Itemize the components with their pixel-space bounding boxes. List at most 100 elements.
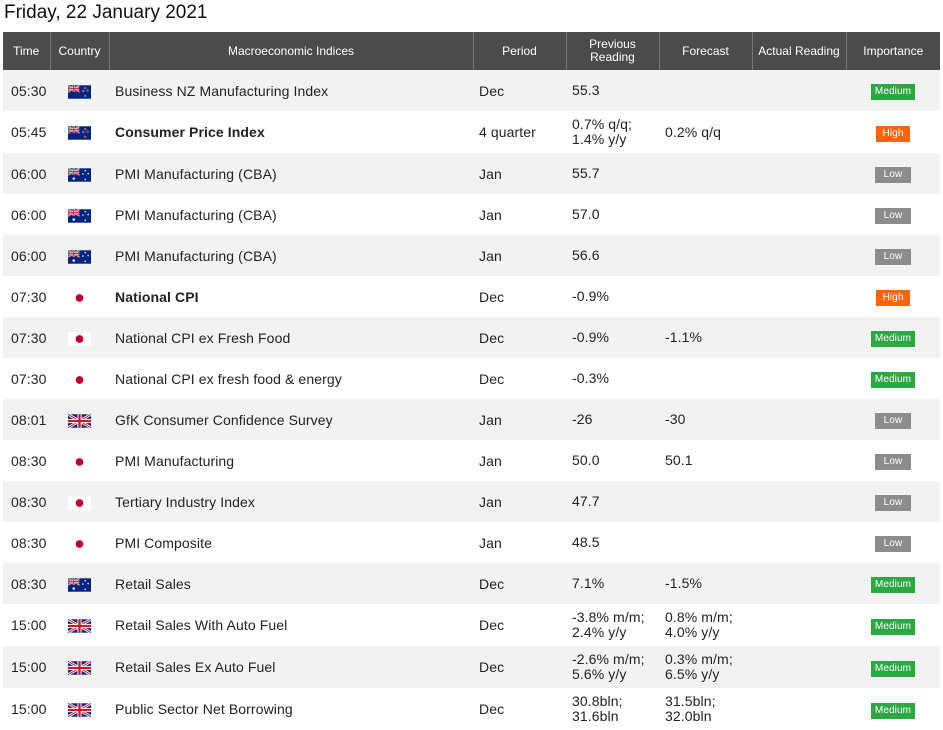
header-indices[interactable]: Macroeconomic Indices xyxy=(109,32,474,70)
indicator-name[interactable]: Tertiary Industry Index xyxy=(115,493,256,510)
header-period[interactable]: Period xyxy=(473,32,567,70)
actual-cell xyxy=(752,194,846,235)
indicator-cell[interactable]: Business NZ Manufacturing Index xyxy=(109,70,473,111)
table-row: 15:00 Retail Sales With Auto Fuel Dec -3.8%… xyxy=(3,604,940,646)
indicator-cell[interactable]: PMI Manufacturing xyxy=(109,440,473,481)
indicator-cell[interactable]: Retail Sales Ex Auto Fuel xyxy=(109,646,473,688)
previous-cell: -2.6% m/m; 5.6% y/y xyxy=(566,646,659,688)
previous-value: 55.3 xyxy=(572,82,600,98)
forecast-value: -30 xyxy=(665,411,686,427)
indicator-cell[interactable]: PMI Manufacturing (CBA) xyxy=(109,235,473,276)
previous-cell: -0.3% xyxy=(566,358,659,399)
country-cell xyxy=(50,153,109,194)
previous-cell: -3.8% m/m; 2.4% y/y xyxy=(566,604,659,646)
forecast-value: 6.5% y/y xyxy=(665,666,720,682)
actual-cell xyxy=(752,276,846,317)
forecast-cell xyxy=(659,358,752,399)
period-cell: Jan xyxy=(473,481,566,522)
previous-value: -0.3% xyxy=(572,370,610,386)
forecast-cell: 31.5bln; 32.0bln xyxy=(659,688,752,730)
table-row: 07:30 National CPI ex fresh food & energy… xyxy=(3,358,940,399)
table-row: 08:01 GfK Consumer Confidence Survey Jan -2… xyxy=(3,399,940,440)
indicator-name[interactable]: GfK Consumer Confidence Survey xyxy=(115,411,333,428)
importance-cell: Low xyxy=(846,194,940,235)
time-cell: 06:00 xyxy=(3,194,50,235)
time-cell: 06:00 xyxy=(3,235,50,276)
header-forecast[interactable]: Forecast xyxy=(659,32,753,70)
actual-cell xyxy=(752,604,846,646)
previous-value: 56.6 xyxy=(572,247,600,263)
header-country[interactable]: Country xyxy=(50,32,110,70)
importance-badge: Low xyxy=(875,536,911,552)
previous-cell: 47.7 xyxy=(566,481,659,522)
australia-flag-icon xyxy=(67,167,91,182)
indicator-name[interactable]: PMI Manufacturing (CBA) xyxy=(115,206,277,223)
indicator-name[interactable]: Consumer Price Index xyxy=(115,124,265,140)
actual-cell xyxy=(752,153,846,194)
indicator-cell[interactable]: Retail Sales xyxy=(109,563,473,604)
forecast-cell xyxy=(659,481,752,522)
united-kingdom-flag-icon xyxy=(67,660,92,677)
economic-calendar-table: Time Country Macroeconomic Indices Perio… xyxy=(3,32,940,730)
header-actual[interactable]: Actual Reading xyxy=(752,32,847,70)
forecast-cell xyxy=(659,522,752,563)
importance-cell: Low xyxy=(846,235,940,276)
indicator-cell[interactable]: Tertiary Industry Index xyxy=(109,481,473,522)
actual-cell xyxy=(752,70,846,111)
united-kingdom-flag-icon xyxy=(67,618,92,635)
table-row: 08:30 Tertiary Industry Index Jan 47.7 Low xyxy=(3,481,940,522)
indicator-name[interactable]: National CPI ex Fresh Food xyxy=(115,329,291,346)
actual-cell xyxy=(752,235,846,276)
previous-value: 50.0 xyxy=(572,452,600,468)
importance-badge: High xyxy=(876,290,910,306)
indicator-name[interactable]: Retail Sales With Auto Fuel xyxy=(115,617,288,633)
indicator-cell[interactable]: National CPI ex fresh food & energy xyxy=(109,358,473,399)
importance-cell: Low xyxy=(846,399,940,440)
table-row: 06:00 PMI Manufacturing (CBA) Jan 56.6 Low xyxy=(3,235,940,276)
time-cell: 08:30 xyxy=(3,563,50,604)
forecast-value: 0.3% m/m; xyxy=(665,651,733,667)
indicator-cell[interactable]: Consumer Price Index xyxy=(109,111,473,153)
indicator-cell[interactable]: GfK Consumer Confidence Survey xyxy=(109,399,473,440)
time-cell: 15:00 xyxy=(3,604,50,646)
indicator-name[interactable]: National CPI ex fresh food & energy xyxy=(115,370,342,387)
japan-flag-icon xyxy=(68,331,91,346)
indicator-cell[interactable]: PMI Composite xyxy=(109,522,473,563)
indicator-name[interactable]: PMI Manufacturing (CBA) xyxy=(115,247,277,264)
time-cell: 15:00 xyxy=(3,646,50,688)
period-cell: Dec xyxy=(473,646,566,688)
header-importance[interactable]: Importance xyxy=(846,32,940,70)
indicator-name[interactable]: Public Sector Net Borrowing xyxy=(115,701,293,717)
indicator-name[interactable]: PMI Manufacturing (CBA) xyxy=(115,165,277,182)
indicator-cell[interactable]: Public Sector Net Borrowing xyxy=(109,688,473,730)
indicator-name[interactable]: National CPI xyxy=(115,288,199,305)
previous-value: -0.9% xyxy=(572,329,610,345)
indicator-name[interactable]: PMI Manufacturing xyxy=(115,452,235,469)
indicator-name[interactable]: Retail Sales Ex Auto Fuel xyxy=(115,659,276,675)
indicator-cell[interactable]: PMI Manufacturing (CBA) xyxy=(109,153,473,194)
time-cell: 06:00 xyxy=(3,153,50,194)
indicator-name[interactable]: Business NZ Manufacturing Index xyxy=(115,82,329,99)
indicator-name[interactable]: PMI Composite xyxy=(115,534,212,551)
importance-cell: Low xyxy=(846,522,940,563)
forecast-cell: 0.2% q/q xyxy=(659,111,752,153)
actual-cell xyxy=(752,522,846,563)
forecast-value: 4.0% y/y xyxy=(665,624,720,640)
previous-value: -26 xyxy=(572,411,593,427)
page-title: Friday, 22 January 2021 xyxy=(4,2,208,23)
header-previous[interactable]: Previous Reading xyxy=(566,32,660,70)
importance-badge: Medium xyxy=(870,577,916,593)
indicator-name[interactable]: Retail Sales xyxy=(115,575,191,592)
indicator-cell[interactable]: Retail Sales With Auto Fuel xyxy=(109,604,473,646)
time-cell: 05:30 xyxy=(3,70,50,111)
forecast-value: 0.8% m/m; xyxy=(665,609,733,625)
indicator-cell[interactable]: National CPI ex Fresh Food xyxy=(109,317,473,358)
indicator-cell[interactable]: National CPI xyxy=(109,276,473,317)
indicator-cell[interactable]: PMI Manufacturing (CBA) xyxy=(109,194,473,235)
table-row: 06:00 PMI Manufacturing (CBA) Jan 57.0 Low xyxy=(3,194,940,235)
australia-flag-icon xyxy=(67,208,91,223)
table-row: 07:30 National CPI Dec -0.9% High xyxy=(3,276,940,317)
actual-cell xyxy=(752,317,846,358)
header-time[interactable]: Time xyxy=(3,32,51,70)
importance-cell: Medium xyxy=(846,688,940,730)
